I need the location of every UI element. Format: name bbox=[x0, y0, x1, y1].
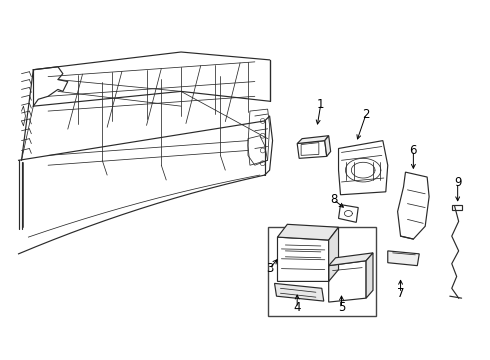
Text: 4: 4 bbox=[294, 301, 301, 315]
Polygon shape bbox=[329, 253, 373, 266]
Polygon shape bbox=[388, 251, 419, 266]
Polygon shape bbox=[329, 227, 339, 282]
Text: 8: 8 bbox=[330, 193, 337, 206]
Text: 1: 1 bbox=[317, 98, 324, 111]
Polygon shape bbox=[325, 136, 331, 156]
Text: 3: 3 bbox=[266, 262, 273, 275]
Text: 6: 6 bbox=[410, 144, 417, 157]
Text: 5: 5 bbox=[338, 301, 345, 315]
Bar bbox=[268, 227, 376, 316]
Polygon shape bbox=[277, 224, 339, 240]
Text: 2: 2 bbox=[362, 108, 370, 121]
Polygon shape bbox=[274, 283, 324, 301]
Polygon shape bbox=[297, 136, 329, 144]
Text: 7: 7 bbox=[397, 287, 404, 300]
Polygon shape bbox=[366, 253, 373, 298]
Text: 9: 9 bbox=[454, 176, 462, 189]
